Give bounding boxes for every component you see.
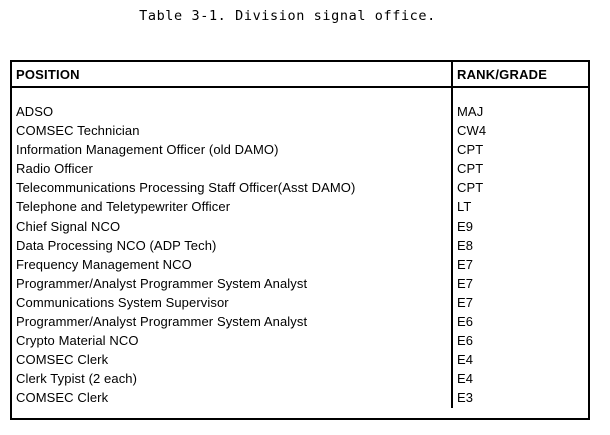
table-row: COMSEC Clerk E4	[12, 350, 588, 370]
position-cell: Crypto Material NCO	[16, 333, 139, 349]
rank-cell: E9	[451, 216, 588, 236]
rank-cell: E6	[451, 312, 588, 332]
position-cell: Radio Officer	[16, 161, 93, 177]
position-cell: Information Management Officer (old DAMO…	[16, 142, 279, 158]
rank-cell: CW4	[451, 121, 588, 141]
position-cell: Chief Signal NCO	[16, 218, 121, 234]
table-row: Programmer/Analyst Programmer System Ana…	[12, 273, 588, 293]
table-row: Information Management Officer (old DAMO…	[12, 140, 588, 160]
table-row: Chief Signal NCO E9	[12, 216, 588, 236]
rank-cell: E7	[451, 273, 588, 293]
rank-column-header: RANK/GRADE	[451, 62, 588, 88]
rank-cell: E4	[451, 369, 588, 389]
table-caption: Table 3-1. Division signal office.	[139, 8, 436, 24]
rank-cell: E7	[451, 292, 588, 313]
table-row: Crypto Material NCO E6	[12, 331, 588, 351]
position-cell: COMSEC Clerk	[16, 352, 109, 368]
rank-cell: MAJ	[451, 102, 588, 122]
table-row: Telephone and Teletypewriter Officer LT	[12, 197, 588, 217]
rank-cell: E8	[451, 235, 588, 255]
table-row: COMSEC Technician CW4	[12, 121, 588, 141]
position-column-header: POSITION	[12, 62, 452, 88]
position-cell: COMSEC Clerk	[16, 390, 109, 406]
rank-cell: LT	[451, 197, 588, 217]
positions-table: POSITION RANK/GRADE ADSO MAJ COMSEC Techni…	[12, 62, 588, 408]
position-cell: Telephone and Teletypewriter Officer	[16, 199, 231, 215]
rank-cell: E4	[451, 350, 588, 370]
table-row: Programmer/Analyst Programmer System Ana…	[12, 312, 588, 332]
position-cell: ADSO	[16, 104, 54, 119]
spacer-cell	[12, 87, 452, 102]
position-cell: Programmer/Analyst Programmer System Ana…	[16, 314, 308, 330]
spacer-row	[12, 87, 588, 102]
signal-office-table: POSITION RANK/GRADE ADSO MAJ COMSEC Techni…	[10, 60, 590, 420]
rank-cell: CPT	[451, 159, 588, 179]
rank-cell: E3	[451, 388, 588, 408]
position-cell: Data Processing NCO (ADP Tech)	[16, 237, 217, 253]
table-row: Data Processing NCO (ADP Tech) E8	[12, 235, 588, 255]
header-row: POSITION RANK/GRADE	[12, 62, 588, 88]
table-row: Telecommunications Processing Staff Offi…	[12, 178, 588, 198]
position-cell: Communications System Supervisor	[16, 294, 229, 310]
position-cell: Clerk Typist (2 each)	[16, 371, 138, 387]
rank-cell: E6	[451, 331, 588, 351]
table-row: COMSEC Clerk E3	[12, 388, 588, 408]
position-cell: COMSEC Technician	[16, 123, 140, 139]
position-cell: Programmer/Analyst Programmer System Ana…	[16, 275, 308, 291]
table-row: ADSO MAJ	[12, 102, 588, 122]
position-cell: Frequency Management NCO	[16, 256, 192, 272]
rank-cell: CPT	[451, 140, 588, 160]
rank-cell: CPT	[451, 178, 588, 198]
table-row: Radio Officer CPT	[12, 159, 588, 179]
table-row: Communications System Supervisor E7	[12, 292, 588, 313]
table-row: Clerk Typist (2 each) E4	[12, 369, 588, 389]
spacer-cell	[451, 87, 588, 102]
rank-cell: E7	[451, 254, 588, 274]
table-row: Frequency Management NCO E7	[12, 254, 588, 274]
position-cell: Telecommunications Processing Staff Offi…	[16, 180, 356, 196]
